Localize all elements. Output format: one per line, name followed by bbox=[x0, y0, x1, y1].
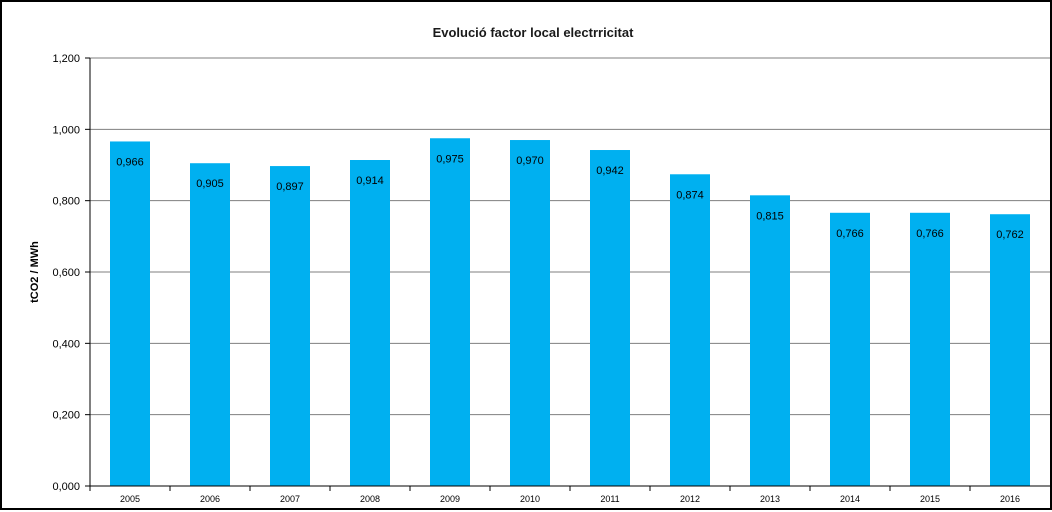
data-label: 0,815 bbox=[756, 210, 784, 222]
x-tick-label: 2016 bbox=[1000, 494, 1020, 504]
x-tick-label: 2008 bbox=[360, 494, 380, 504]
bar bbox=[590, 150, 630, 486]
y-tick-label: 1,200 bbox=[52, 53, 80, 65]
y-tick-label: 0,600 bbox=[52, 267, 80, 279]
data-label: 0,966 bbox=[116, 156, 144, 168]
bar bbox=[110, 141, 150, 486]
data-label: 0,905 bbox=[196, 178, 224, 190]
bar bbox=[350, 160, 390, 487]
data-label: 0,766 bbox=[836, 228, 864, 240]
data-label: 0,942 bbox=[596, 165, 624, 177]
bar bbox=[270, 166, 310, 486]
y-tick-label: 0,800 bbox=[52, 196, 80, 208]
x-tick-label: 2009 bbox=[440, 494, 460, 504]
x-tick-label: 2015 bbox=[920, 494, 940, 504]
data-label: 0,975 bbox=[436, 153, 464, 165]
x-tick-label: 2010 bbox=[520, 494, 540, 504]
x-tick-label: 2007 bbox=[280, 494, 300, 504]
x-tick-label: 2011 bbox=[600, 494, 619, 504]
y-tick-label: 1,000 bbox=[52, 124, 80, 136]
data-label: 0,970 bbox=[516, 155, 544, 167]
x-tick-label: 2006 bbox=[200, 494, 220, 504]
x-tick-label: 2013 bbox=[760, 494, 780, 504]
data-label: 0,874 bbox=[676, 189, 704, 201]
bar bbox=[750, 195, 790, 487]
data-label: 0,762 bbox=[996, 229, 1024, 241]
y-axis-label: tCO2 / MWh bbox=[29, 241, 41, 303]
x-tick-label: 2005 bbox=[120, 494, 140, 504]
bar bbox=[430, 138, 470, 486]
y-tick-label: 0,000 bbox=[52, 481, 80, 493]
bar bbox=[510, 140, 550, 487]
bar bbox=[830, 212, 870, 486]
bar bbox=[190, 163, 230, 486]
x-tick-label: 2012 bbox=[680, 494, 700, 504]
data-label: 0,897 bbox=[276, 181, 304, 193]
y-tick-label: 0,400 bbox=[52, 338, 80, 350]
bar bbox=[910, 212, 950, 486]
bar bbox=[990, 214, 1030, 486]
y-tick-label: 0,200 bbox=[52, 410, 80, 422]
data-label: 0,914 bbox=[356, 175, 384, 187]
x-tick-label: 2014 bbox=[840, 494, 860, 504]
chart-title: Evolució factor local electrricitat bbox=[433, 25, 635, 40]
data-label: 0,766 bbox=[916, 228, 944, 240]
bar bbox=[670, 174, 710, 487]
